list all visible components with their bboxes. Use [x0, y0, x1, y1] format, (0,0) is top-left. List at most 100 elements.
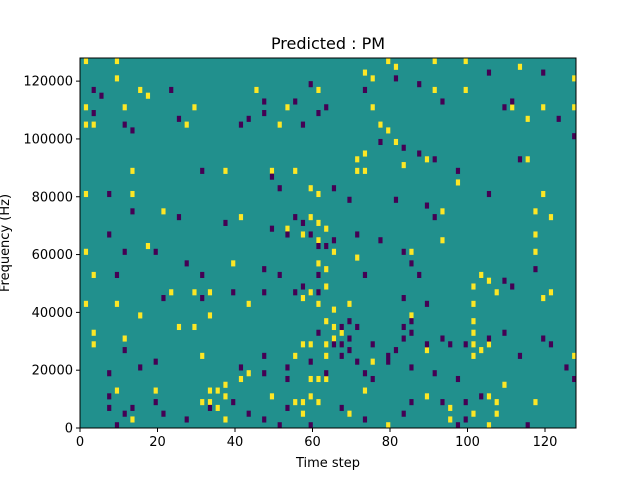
- heatmap-cell-high: [285, 104, 290, 111]
- heatmap-cell-high: [525, 156, 530, 163]
- heatmap-cell-low: [316, 329, 321, 336]
- heatmap-cell-high: [548, 214, 554, 221]
- heatmap-cell-low: [269, 225, 275, 232]
- heatmap-cell-low: [99, 92, 104, 99]
- heatmap-cell-low: [238, 121, 244, 128]
- x-tick-label: 120: [533, 435, 558, 450]
- heatmap-cell-low: [339, 341, 344, 348]
- heatmap-cell-high: [91, 341, 96, 348]
- heatmap-cell-high: [184, 121, 189, 128]
- heatmap-cell-high: [432, 86, 437, 93]
- heatmap-cell-low: [277, 422, 282, 429]
- heatmap-cell-high: [331, 335, 337, 342]
- heatmap-cell-low: [308, 422, 313, 429]
- heatmap-cell-high: [463, 86, 468, 93]
- heatmap-cell-low: [339, 323, 344, 331]
- heatmap-cell-low: [285, 231, 290, 238]
- heatmap-cell-low: [378, 138, 383, 146]
- heatmap-cell-low: [300, 121, 306, 128]
- heatmap-cell-low: [262, 98, 267, 105]
- heatmap-cell-high: [316, 86, 321, 93]
- heatmap-cell-low: [107, 370, 112, 377]
- heatmap-cell-low: [355, 323, 360, 331]
- heatmap-cell-high: [145, 243, 151, 250]
- heatmap-cell-high: [316, 399, 321, 406]
- heatmap-cell-low: [455, 167, 461, 174]
- heatmap-cell-high: [533, 399, 538, 406]
- heatmap-cell-low: [316, 289, 321, 296]
- heatmap-cell-high: [207, 387, 213, 394]
- heatmap-cell-high: [114, 75, 120, 82]
- heatmap-cell-high: [479, 271, 484, 278]
- y-tick-label: 60000: [32, 248, 73, 263]
- heatmap-cell-high: [83, 300, 89, 307]
- heatmap-cell-low: [409, 329, 414, 336]
- heatmap-cell-high: [83, 58, 89, 65]
- heatmap-cell-high: [324, 375, 329, 383]
- heatmap-cell-high: [386, 58, 391, 65]
- heatmap-cell-low: [417, 150, 422, 157]
- heatmap-cell-high: [200, 352, 205, 359]
- heatmap-cell-low: [455, 422, 461, 429]
- heatmap-cell-high: [192, 323, 197, 331]
- heatmap-cell-high: [324, 266, 329, 273]
- y-tick-label: 100000: [23, 132, 73, 147]
- heatmap-cell-low: [114, 271, 120, 278]
- heatmap-cell-high: [316, 260, 321, 267]
- heatmap-cell-low: [122, 248, 127, 255]
- heatmap-cell-high: [83, 104, 89, 111]
- heatmap-cell-low: [572, 133, 577, 140]
- heatmap-cell-low: [122, 410, 127, 417]
- heatmap-cell-low: [401, 144, 406, 151]
- heatmap-cell-high: [207, 289, 213, 296]
- heatmap-cell-high: [486, 277, 492, 284]
- heatmap-cell-low: [169, 86, 174, 93]
- heatmap-cell-low: [262, 416, 267, 423]
- heatmap-cell-low: [324, 243, 329, 250]
- heatmap-cell-low: [525, 422, 530, 429]
- y-tick-label: 20000: [32, 364, 73, 379]
- heatmap-cell-low: [347, 196, 352, 203]
- heatmap-cell-high: [533, 248, 538, 255]
- heatmap-cell-high: [393, 138, 399, 146]
- heatmap-cell-low: [347, 335, 352, 342]
- heatmap-cell-low: [401, 410, 406, 417]
- heatmap-cell-low: [486, 335, 492, 342]
- heatmap-cell-high: [494, 289, 499, 296]
- heatmap-cell-low: [417, 271, 422, 278]
- heatmap-cell-high: [331, 323, 337, 331]
- heatmap-cell-low: [517, 156, 523, 163]
- heatmap-cell-high: [308, 185, 313, 192]
- heatmap-cell-low: [362, 86, 368, 93]
- heatmap-cell-low: [331, 237, 337, 244]
- heatmap-cell-high: [83, 190, 89, 198]
- heatmap-cell-high: [300, 295, 306, 302]
- heatmap-cell-low: [393, 347, 399, 354]
- heatmap-cell-low: [486, 190, 492, 198]
- heatmap-cell-low: [324, 370, 329, 377]
- heatmap-cell-high: [347, 300, 352, 307]
- heatmap-cell-high: [393, 63, 399, 70]
- heatmap-cell-low: [107, 404, 112, 411]
- heatmap-cell-low: [91, 86, 96, 93]
- heatmap-cell-high: [525, 115, 530, 122]
- heatmap-cell-low: [409, 364, 414, 371]
- heatmap-cell-high: [510, 104, 515, 111]
- heatmap-cell-high: [541, 190, 546, 198]
- heatmap-cell-high: [231, 260, 236, 267]
- heatmap-cell-low: [130, 208, 135, 215]
- heatmap-cell-low: [300, 283, 306, 290]
- heatmap-cell-low: [176, 115, 182, 122]
- heatmap-cell-high: [308, 375, 313, 383]
- y-tick-label: 40000: [32, 306, 73, 321]
- heatmap-cell-high: [424, 156, 430, 163]
- x-tick-label: 20: [149, 435, 166, 450]
- heatmap-cell-high: [479, 347, 484, 354]
- heatmap-cell-high: [300, 410, 306, 417]
- heatmap-cell-high: [83, 121, 89, 128]
- heatmap-cell-low: [130, 404, 135, 411]
- heatmap-cell-low: [432, 156, 437, 163]
- heatmap-cell-low: [293, 289, 298, 296]
- heatmap-cell-low: [463, 399, 468, 406]
- heatmap-cell-high: [455, 179, 461, 186]
